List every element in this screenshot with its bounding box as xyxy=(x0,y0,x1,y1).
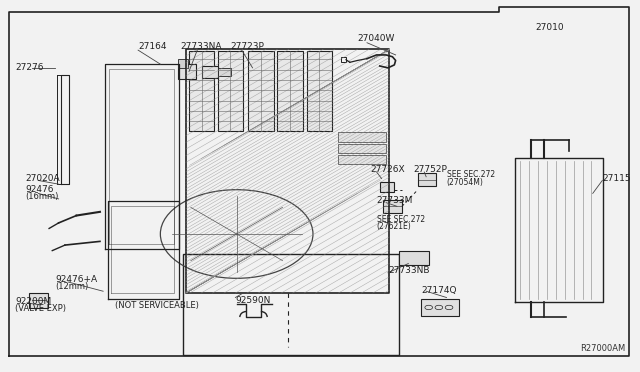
Bar xyxy=(399,251,429,265)
Bar xyxy=(178,64,196,79)
Text: (VALVE EXP): (VALVE EXP) xyxy=(15,304,67,313)
Text: R27000AM: R27000AM xyxy=(580,344,626,353)
Text: (27054M): (27054M) xyxy=(447,178,483,187)
Text: 27723P: 27723P xyxy=(230,42,264,51)
Bar xyxy=(178,59,188,68)
Text: 92590N: 92590N xyxy=(236,296,271,305)
Text: 27040W: 27040W xyxy=(358,34,395,43)
Bar xyxy=(383,200,402,212)
Text: 27164: 27164 xyxy=(138,42,166,51)
Bar xyxy=(182,254,399,355)
Bar xyxy=(339,155,386,164)
Bar xyxy=(307,51,332,131)
Bar xyxy=(339,144,386,153)
Text: 27752P: 27752P xyxy=(413,165,447,174)
Bar xyxy=(218,51,243,131)
Bar xyxy=(339,132,386,142)
Text: 27733NA: 27733NA xyxy=(180,42,222,51)
Text: 27115: 27115 xyxy=(602,174,631,183)
Text: SEE SEC.272: SEE SEC.272 xyxy=(376,215,425,224)
Text: 27010: 27010 xyxy=(536,23,564,32)
Text: 27020A: 27020A xyxy=(26,174,60,183)
Text: 92476: 92476 xyxy=(26,185,54,194)
Text: (27621E): (27621E) xyxy=(376,222,412,231)
Bar xyxy=(218,68,231,76)
Text: 27276: 27276 xyxy=(15,63,44,72)
Bar xyxy=(421,299,460,316)
Text: 92200M: 92200M xyxy=(15,297,52,306)
Text: 27726X: 27726X xyxy=(370,165,405,174)
Text: SEE SEC.272: SEE SEC.272 xyxy=(447,170,495,179)
Bar xyxy=(341,57,346,62)
Text: 27174Q: 27174Q xyxy=(421,286,456,295)
Text: (NOT SERVICEABLE): (NOT SERVICEABLE) xyxy=(115,301,198,311)
Bar xyxy=(277,51,303,131)
Bar xyxy=(29,293,48,308)
Text: (12mm): (12mm) xyxy=(56,282,89,291)
Text: 27733NB: 27733NB xyxy=(388,266,429,275)
Bar xyxy=(248,51,273,131)
Bar xyxy=(202,66,218,78)
Text: (16mm): (16mm) xyxy=(26,192,59,201)
Text: 27733M: 27733M xyxy=(376,196,413,205)
Bar xyxy=(380,182,394,192)
Text: 92476+A: 92476+A xyxy=(56,275,97,283)
Bar xyxy=(189,51,214,131)
Bar xyxy=(418,173,436,186)
